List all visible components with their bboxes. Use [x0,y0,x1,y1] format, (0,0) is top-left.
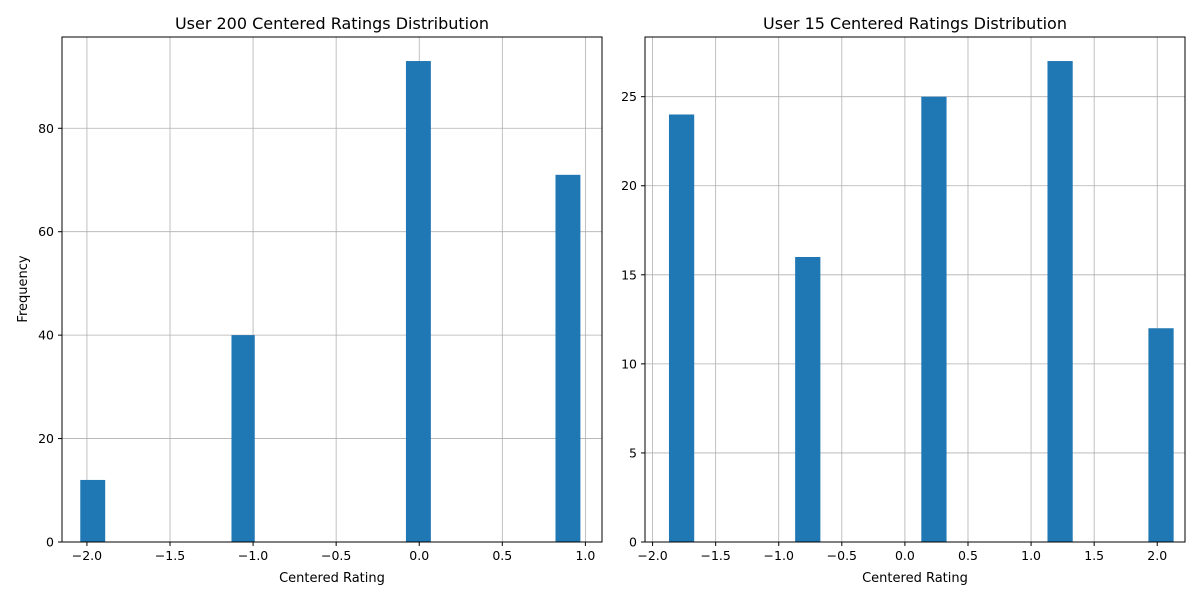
y-ticks: 0 5 10 15 20 25 [621,89,645,550]
y-tick-label: 5 [629,445,637,460]
x-tick-label: 0.0 [409,548,429,563]
y-tick-label: 40 [38,328,54,343]
chart-user-200: User 200 Centered Ratings Distribution C… [16,14,603,586]
x-axis-label: Centered Rating [862,571,968,586]
histogram-bar [795,256,821,542]
histogram-bar [921,96,947,543]
y-tick-label: 20 [621,178,637,193]
bars [80,61,581,543]
x-tick-label: 1.5 [1084,548,1104,563]
chart-title: User 15 Centered Ratings Distribution [763,14,1067,33]
chart-title: User 200 Centered Ratings Distribution [175,14,489,33]
histogram-bar [555,174,581,543]
y-tick-label: 0 [46,535,54,550]
x-tick-label: −2.0 [72,548,102,563]
x-tick-label: 0.5 [492,548,512,563]
histogram-bar [1148,328,1174,542]
y-axis-label: Frequency [16,255,31,322]
x-ticks: −2.0 −1.5 −1.0 −0.5 0.0 0.5 1.0 1.5 2.0 [637,542,1167,563]
plot-frame [61,36,603,543]
x-tick-label: −1.0 [238,548,268,563]
x-tick-label: −1.5 [155,548,185,563]
x-tick-label: −0.5 [827,548,857,563]
x-axis-label: Centered Rating [279,571,385,586]
x-tick-label: −2.0 [637,548,667,563]
x-tick-label: 0.5 [958,548,978,563]
histogram-bar [231,335,255,542]
histogram-bar [1047,61,1073,543]
histogram-bar [405,61,431,543]
x-tick-label: 1.0 [575,548,595,563]
histogram-bar [80,479,106,542]
plot-frame [644,36,1186,543]
y-tick-label: 25 [621,89,637,104]
x-tick-label: −1.0 [764,548,794,563]
y-tick-label: 15 [621,267,637,282]
histogram-bar [668,114,695,543]
x-ticks: −2.0 −1.5 −1.0 −0.5 0.0 0.5 1.0 [72,542,595,563]
y-tick-label: 60 [38,224,54,239]
y-tick-label: 80 [38,121,54,136]
bars [668,61,1174,543]
x-tick-label: 2.0 [1147,548,1167,563]
chart-user-15: User 15 Centered Ratings Distribution Ce… [621,14,1186,586]
y-ticks: 0 20 40 60 80 [38,121,62,550]
x-tick-label: 1.0 [1021,548,1041,563]
y-tick-label: 20 [38,431,54,446]
y-tick-label: 0 [629,535,637,550]
x-tick-label: 0.0 [895,548,915,563]
x-tick-label: −1.5 [700,548,730,563]
x-tick-label: −0.5 [321,548,351,563]
y-tick-label: 10 [621,356,637,371]
